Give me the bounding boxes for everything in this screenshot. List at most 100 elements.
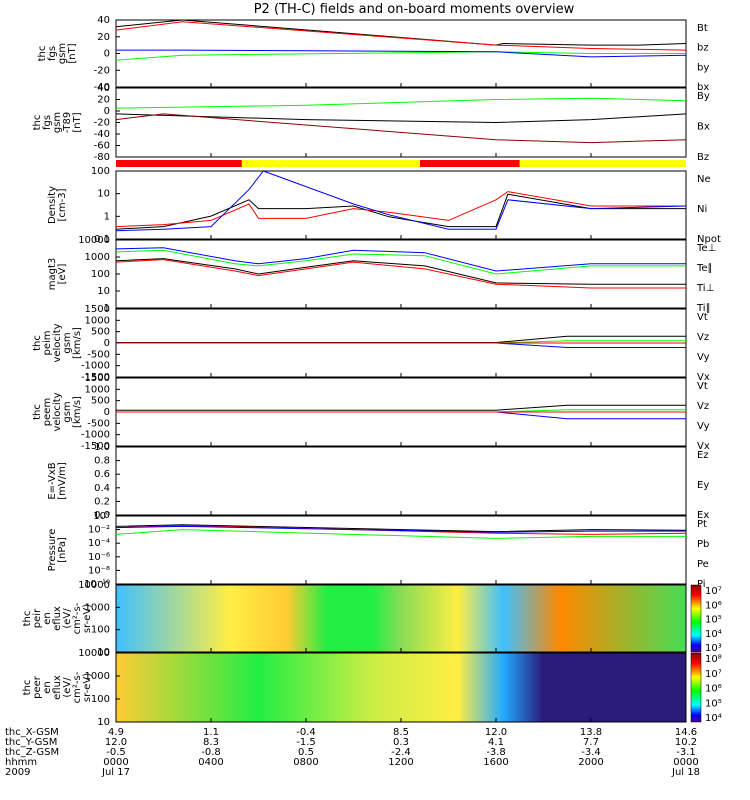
ephem-z_gsm: -0.8 xyxy=(201,747,221,758)
series-density-Ni xyxy=(115,193,686,230)
legend-peem-velocity-3: Vx xyxy=(697,441,710,452)
y-tick-label: 1000 xyxy=(85,671,110,682)
y-axis-label-line: [eV] xyxy=(57,264,68,285)
y-tick-label: 1000 xyxy=(85,315,110,326)
y-axis-label-line: gsm xyxy=(62,332,73,353)
y-axis-label-line: [km/s] xyxy=(72,396,83,428)
y-tick-label: 10⁻² xyxy=(88,525,110,536)
y-axis-label-line: velocity xyxy=(52,392,63,431)
y-tick-label: -1500 xyxy=(81,372,110,383)
panel-peim-velocity: 150010005000-500-1000-1500thcpeimvelocit… xyxy=(32,304,710,383)
legend-pressure-3: Pi xyxy=(697,579,706,590)
y-tick-label: 100 xyxy=(91,166,110,177)
y-axis-label-line: -T89 xyxy=(62,112,73,134)
legend-pressure-1: Pb xyxy=(697,539,709,550)
y-tick-label: 10⁰ xyxy=(93,511,110,522)
panel-peer-eflux: 10⁸ 10⁷ 10⁶ 10⁵ 10⁴ 10000 1000 100 10 thcpeerenef… xyxy=(22,648,722,728)
colorbar-label: 10⁵ xyxy=(705,615,722,626)
time-tick-label: 0800 xyxy=(293,757,318,768)
ephem-x_gsm: 1.1 xyxy=(203,727,219,738)
date-label: Jul 18 xyxy=(671,767,700,778)
colorbar-peir-eflux xyxy=(690,584,702,653)
y-axis-label-line: cm²-s- xyxy=(72,602,83,634)
y-tick-label: 0.2 xyxy=(94,496,110,507)
y-tick-label: 0 xyxy=(104,338,110,349)
legend-peim-velocity-2: Vy xyxy=(697,352,710,363)
ephem-y_gsm: 8.3 xyxy=(203,737,219,748)
legend-fgs-gse-t89-0: By xyxy=(697,91,710,102)
panel-frame xyxy=(115,446,687,516)
y-tick-label: 0.6 xyxy=(94,469,110,480)
colorbar-label: 10⁷ xyxy=(705,586,722,597)
legend-peim-velocity-3: Vx xyxy=(697,372,710,383)
y-axis-label-line: gsm xyxy=(57,43,68,64)
legend-temperature-3: Ti∥ xyxy=(696,303,711,314)
y-tick-label: 10⁻⁸ xyxy=(88,565,110,576)
series-fgs-gsm-Bt xyxy=(115,19,687,46)
y-tick-label: 1000 xyxy=(85,602,110,613)
time-tick-label: 0000 xyxy=(103,757,128,768)
series-fgs-gse-t89-Bz xyxy=(115,113,687,144)
panel-peem-velocity: 150010005000-500-1000-1500thcpeemvelocit… xyxy=(32,373,710,452)
y-tick-label: 10⁻¹⁰ xyxy=(84,579,110,590)
y-axis-label-line: Density xyxy=(47,186,58,224)
y-axis-label-line: [mV/m] xyxy=(57,462,68,500)
y-tick-label: 10000 xyxy=(78,580,110,591)
series-peem-velocity-Vx xyxy=(116,411,686,420)
ephem-row-label: thc_Z-GSM xyxy=(5,747,59,758)
panel-frame xyxy=(115,170,687,240)
y-tick-label: 1 xyxy=(104,211,110,222)
ephem-z_gsm: -3.8 xyxy=(486,747,506,758)
y-axis-label-line: thc xyxy=(32,404,43,420)
legend-fgs-gse-t89-2: Bz xyxy=(697,152,709,163)
y-axis-label: thcfgsgsm[nT] xyxy=(37,43,78,64)
y-tick-label: 10000 xyxy=(78,648,110,659)
y-tick-label: -1500 xyxy=(81,441,110,452)
y-tick-label: 10 xyxy=(97,647,110,658)
legend-fgs-gsm-0: Bt xyxy=(697,23,708,34)
series-peem-velocity-Vt xyxy=(116,404,686,411)
y-tick-label: -1000 xyxy=(81,430,110,441)
spectrogram-peir-eflux xyxy=(116,585,686,652)
y-tick-label: 0 xyxy=(104,407,110,418)
mode-bar-segment-3 xyxy=(519,160,686,167)
legend-temperature-1: Te∥ xyxy=(696,263,713,274)
ephem-row-label: thc_Y-GSM xyxy=(5,737,57,748)
y-axis-label-line: cm²-s- xyxy=(72,671,83,703)
y-axis-label-line: thc xyxy=(22,611,33,627)
y-tick-label: -20 xyxy=(94,65,110,76)
ephem-z_gsm: 0.5 xyxy=(298,747,314,758)
legend-peim-velocity-0: Vt xyxy=(697,312,708,323)
y-tick-label: 10 xyxy=(97,189,110,200)
series-pressure-Pe xyxy=(115,529,686,539)
ephem-y_gsm: 7.7 xyxy=(583,737,599,748)
colorbar-label: 10⁷ xyxy=(705,669,722,680)
ephem-x_gsm: 14.6 xyxy=(675,727,697,738)
legend-efield-1: Ey xyxy=(697,480,709,491)
legend-fgs-gsm-1: bz xyxy=(697,43,709,54)
y-tick-label: -500 xyxy=(87,418,110,429)
y-tick-label: -20 xyxy=(94,118,110,129)
mode-bar-segment-0 xyxy=(116,160,242,167)
y-tick-label: 1 xyxy=(104,303,110,314)
legend-fgs-gsm-3: bx xyxy=(697,82,709,93)
y-axis-label: thcpeireneflux(eV/cm²-s-sr-eV) xyxy=(22,602,93,634)
series-pressure-Pi xyxy=(115,525,686,533)
mode-bar-segment-2 xyxy=(420,160,520,167)
legend-density-2: Npot xyxy=(697,234,721,245)
y-tick-label: 0.1 xyxy=(94,234,110,245)
series-temperature-Ti∥ xyxy=(115,249,686,275)
ephem-y_gsm: -1.5 xyxy=(296,737,316,748)
ephem-x_gsm: 4.9 xyxy=(108,727,124,738)
y-axis-label-line: [nT] xyxy=(67,43,78,63)
y-axis-label-line: en xyxy=(42,612,53,625)
y-tick-label: 1.0 xyxy=(94,442,110,453)
series-pressure-Pb xyxy=(115,524,687,535)
ephem-y_gsm: 12.0 xyxy=(105,737,127,748)
y-axis-label-line: (eV/ xyxy=(62,677,73,698)
y-axis-label-line: thc xyxy=(32,335,43,351)
series-temperature-Ti⊥ xyxy=(115,247,686,272)
y-tick-label: 0.8 xyxy=(94,456,110,467)
y-tick-label: 1500 xyxy=(85,373,110,384)
